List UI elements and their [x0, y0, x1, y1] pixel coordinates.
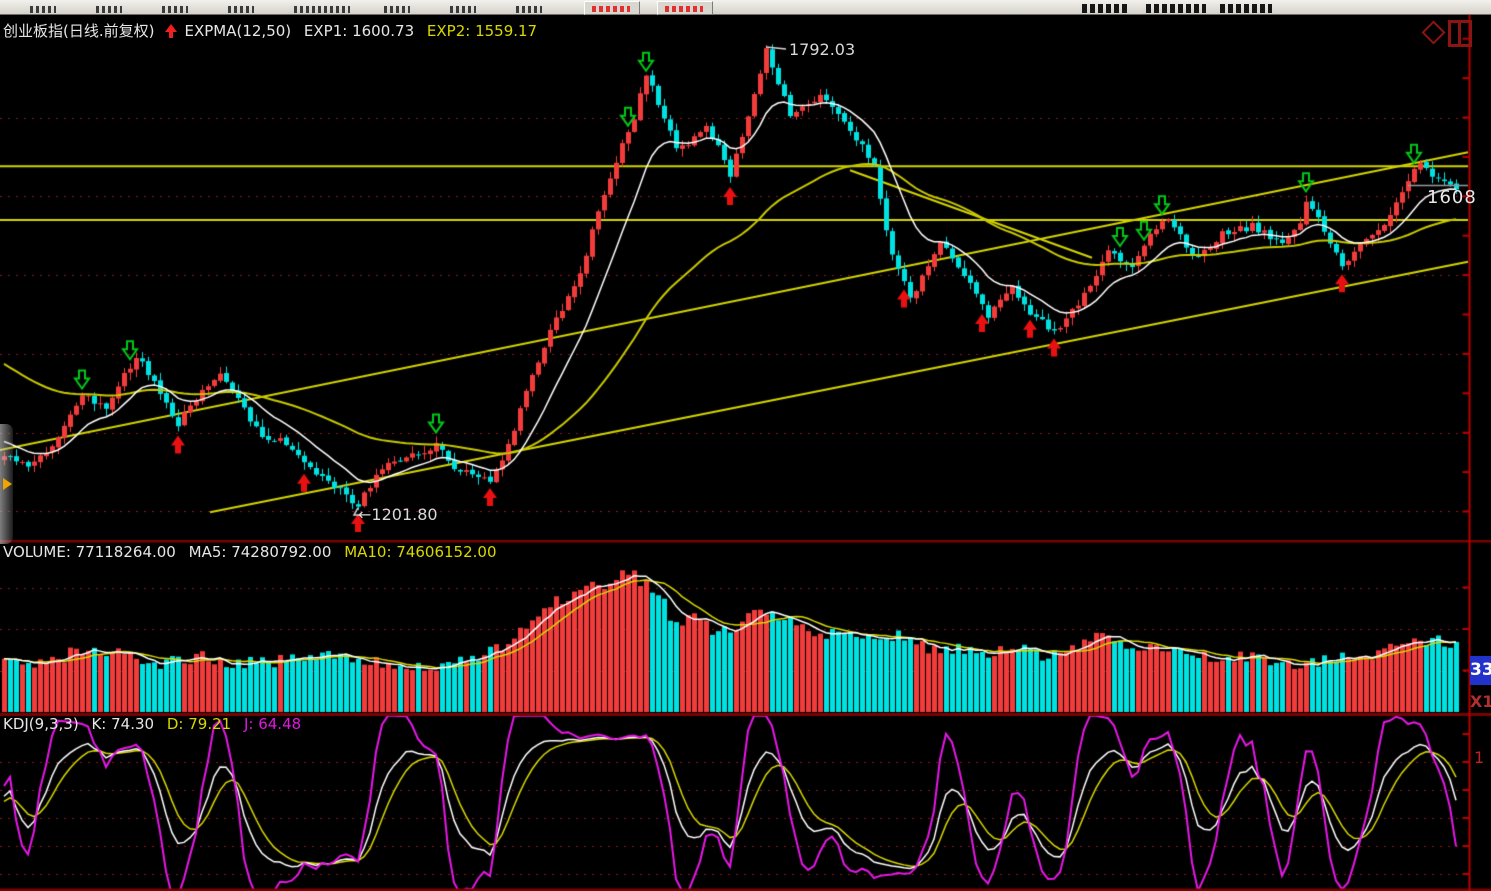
left-panel-expander[interactable] — [0, 424, 13, 544]
exp1-value: EXP1: 1600.73 — [303, 22, 415, 40]
last-price-label: 1608 — [1427, 187, 1477, 208]
menu-item-fragment[interactable] — [450, 6, 476, 13]
up-arrow-icon — [164, 24, 178, 38]
kdj-pane-header: KDJ(9,3,3) K: 74.30 D: 79.21 J: 64.48 — [3, 715, 309, 733]
indicator-label: EXPMA(12,50) — [184, 22, 292, 40]
menu-item-fragment[interactable] — [30, 6, 56, 13]
menu-item-fragment[interactable] — [96, 6, 122, 13]
toolbar-status-fragment — [1082, 4, 1130, 13]
expand-right-icon — [3, 478, 12, 490]
vol-ma10-value: MA10: 74606152.00 — [344, 543, 497, 561]
menu-item-fragment[interactable] — [384, 6, 410, 13]
volume-axis-marker: 33 — [1470, 656, 1491, 685]
kdj-d-value: D: 79.21 — [166, 715, 232, 733]
low-price-annotation: ←1201.80 — [358, 505, 438, 524]
kdj-k-value: K: 74.30 — [91, 715, 155, 733]
menu-item-fragment[interactable] — [294, 6, 350, 13]
top-menu-bar — [0, 0, 1491, 15]
symbol-title: 创业板指(日线.前复权) — [3, 22, 155, 40]
toolbar-red-button-1[interactable] — [584, 1, 640, 15]
high-price-annotation: 1792.03 — [789, 40, 856, 59]
kdj-j-value: J: 64.48 — [243, 715, 302, 733]
menu-item-fragment[interactable] — [162, 6, 188, 13]
exp2-value: EXP2: 1559.17 — [426, 22, 538, 40]
main-pane-header: 创业板指(日线.前复权) EXPMA(12,50) EXP1: 1600.73 E… — [3, 20, 545, 41]
toolbar-status-fragment — [1146, 4, 1206, 13]
volume-pane-header: VOLUME: 77118264.00 MA5: 74280792.00 MA1… — [3, 543, 505, 561]
menu-item-fragment[interactable] — [228, 6, 254, 13]
kdj-axis-label: 1 — [1474, 748, 1485, 767]
split-window-icon[interactable] — [1448, 20, 1472, 47]
left-arrow-glyph: ← — [358, 505, 372, 524]
toolbar-status-fragment — [1220, 4, 1272, 13]
vol-ma5-value: MA5: 74280792.00 — [188, 543, 332, 561]
volume-value: VOLUME: 77118264.00 — [3, 543, 176, 561]
menu-item-fragment[interactable] — [516, 6, 542, 13]
toolbar-red-button-2[interactable] — [657, 1, 713, 15]
volume-axis-unit: X1 — [1470, 692, 1491, 711]
kdj-title: KDJ(9,3,3) — [3, 715, 79, 733]
